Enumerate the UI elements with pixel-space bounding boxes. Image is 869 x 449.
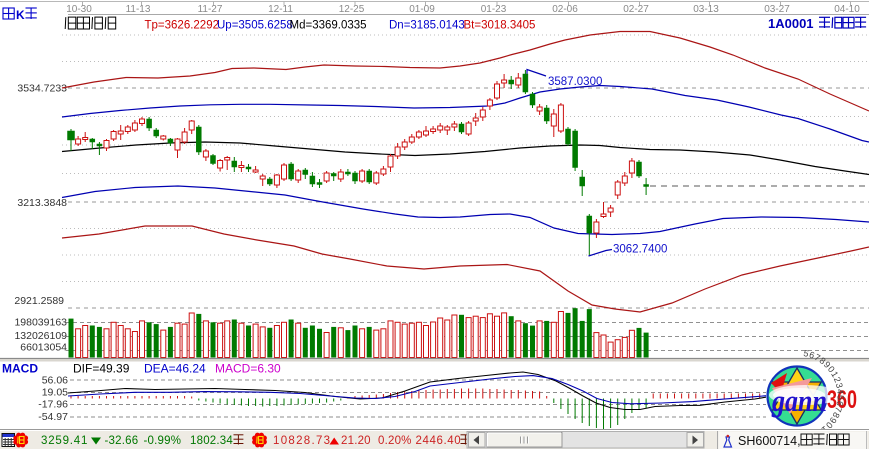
svg-text:10828.73: 10828.73 xyxy=(273,435,331,447)
svg-text:19.05: 19.05 xyxy=(42,387,68,399)
svg-text:3213.3848: 3213.3848 xyxy=(17,197,67,209)
svg-text:Tp=3626.2292: Tp=3626.2292 xyxy=(145,20,220,32)
svg-text:-32.66: -32.66 xyxy=(105,435,139,447)
svg-text:MACD=6.30: MACD=6.30 xyxy=(215,362,281,376)
svg-text:5: 5 xyxy=(803,348,810,359)
svg-text:7: 7 xyxy=(833,405,844,413)
svg-text:2921.2589: 2921.2589 xyxy=(14,295,64,307)
svg-text:8: 8 xyxy=(831,411,842,420)
svg-text:01-23: 01-23 xyxy=(481,4,507,15)
svg-text:03-13: 03-13 xyxy=(693,4,719,15)
svg-text:-54.97: -54.97 xyxy=(38,411,68,423)
svg-text:5: 5 xyxy=(835,395,845,400)
svg-text:04-10: 04-10 xyxy=(834,4,860,15)
svg-text:12-25: 12-25 xyxy=(339,4,365,15)
svg-text:K: K xyxy=(16,8,25,22)
svg-text:-17.96: -17.96 xyxy=(38,399,68,411)
svg-text:12-11: 12-11 xyxy=(268,4,293,15)
svg-text:MACD: MACD xyxy=(2,362,38,376)
svg-text:3259.41: 3259.41 xyxy=(41,435,88,447)
svg-text:02-27: 02-27 xyxy=(623,4,649,15)
svg-text:360: 360 xyxy=(827,386,857,414)
svg-text:10-30: 10-30 xyxy=(66,4,92,15)
svg-text:132026109: 132026109 xyxy=(14,330,67,342)
svg-text:1A0001: 1A0001 xyxy=(768,16,814,31)
svg-text:9: 9 xyxy=(828,415,839,425)
svg-text:Up=3505.6258: Up=3505.6258 xyxy=(217,20,293,32)
svg-text:3587.0300: 3587.0300 xyxy=(548,76,602,88)
svg-text:Bt=3018.3405: Bt=3018.3405 xyxy=(464,20,536,32)
svg-text:11-27: 11-27 xyxy=(198,4,223,15)
svg-text:0: 0 xyxy=(826,364,837,374)
svg-text:DEA=46.24: DEA=46.24 xyxy=(144,362,206,376)
svg-text:DIF=49.39: DIF=49.39 xyxy=(73,362,130,376)
svg-text:2446.40: 2446.40 xyxy=(416,435,462,447)
svg-text:03-27: 03-27 xyxy=(764,4,790,15)
svg-text:1: 1 xyxy=(829,370,840,379)
svg-text:0.20%: 0.20% xyxy=(378,435,412,447)
svg-text:3: 3 xyxy=(834,382,845,389)
svg-text:56.06: 56.06 xyxy=(42,375,68,387)
svg-text:3534.7233: 3534.7233 xyxy=(17,83,67,95)
svg-text:6: 6 xyxy=(834,400,845,407)
svg-text:9: 9 xyxy=(822,359,833,370)
svg-text:21.20: 21.20 xyxy=(341,435,371,447)
svg-text:2: 2 xyxy=(832,375,843,383)
svg-text:7: 7 xyxy=(813,352,822,363)
svg-text:3062.7400: 3062.7400 xyxy=(613,244,667,256)
svg-text:SH600714,: SH600714, xyxy=(738,434,801,448)
svg-text:198039163: 198039163 xyxy=(14,317,67,329)
svg-text:8: 8 xyxy=(818,355,828,366)
svg-text:02-06: 02-06 xyxy=(552,4,578,15)
svg-text:1802.34: 1802.34 xyxy=(190,435,233,447)
svg-text:6: 6 xyxy=(808,350,816,361)
svg-text:66013054: 66013054 xyxy=(20,342,67,354)
svg-text:-0.99%: -0.99% xyxy=(144,435,182,447)
svg-text:11-13: 11-13 xyxy=(126,4,151,15)
svg-text:Dn=3185.0143: Dn=3185.0143 xyxy=(389,20,465,32)
svg-text:4: 4 xyxy=(835,388,845,394)
svg-text:01-09: 01-09 xyxy=(409,4,435,15)
svg-text:0: 0 xyxy=(824,420,835,430)
svg-text:gann: gann xyxy=(771,383,827,418)
svg-text:Md=3369.0335: Md=3369.0335 xyxy=(290,20,367,32)
